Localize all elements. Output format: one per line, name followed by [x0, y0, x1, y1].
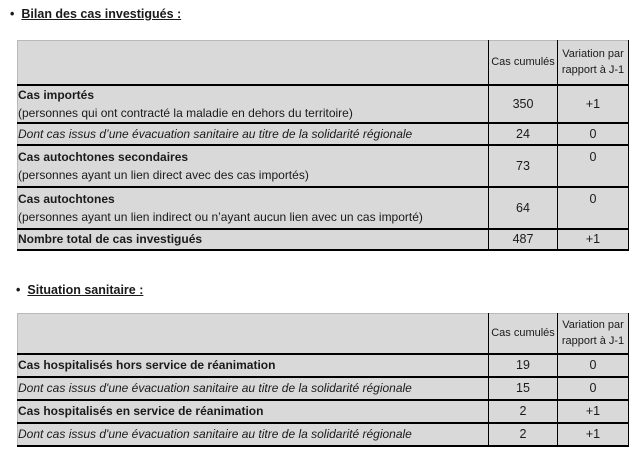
table-row: Cas importés (personnes qui ont contracté… [17, 83, 629, 124]
row-label-text: Dont cas issus d'une évacuation sanitair… [18, 381, 412, 395]
row-label-cell: Cas autochtones (personnes ayant un lien … [17, 185, 489, 230]
cumulative-cases-value: 19 [488, 352, 558, 378]
row-label-text: Cas hospitalisés en service de réanimati… [18, 404, 264, 418]
row-label-subtext: (personnes ayant un lien direct avec des… [18, 167, 309, 182]
empty-header-cell [17, 40, 489, 86]
col-header-cas-cumules: Cas cumulés [488, 40, 558, 86]
row-label-subtext: (personnes qui ont contracté la maladie … [18, 105, 353, 120]
empty-header-cell [17, 313, 489, 355]
row-label-subtext: (personnes ayant un lien indirect ou n’a… [18, 209, 423, 224]
table-row: Dont cas issus d'une évacuation sanitair… [17, 375, 629, 401]
section-heading-situation: • Situation sanitaire : [16, 283, 143, 297]
row-label-text: Cas importés [18, 87, 95, 102]
bilan-cas-investigues-table: Cas cumulés Variation par rapport à J-1 … [17, 40, 629, 251]
col-header-variation: Variation par rapport à J-1 [557, 40, 629, 86]
variation-value: 0 [557, 185, 629, 230]
variation-value: +1 [557, 421, 629, 447]
row-label-text: Cas hospitalisés hors service de réanima… [18, 358, 276, 372]
cumulative-cases-value: 64 [488, 185, 558, 230]
row-label-cell: Dont cas issus d’une évacuation sanitair… [17, 121, 489, 146]
row-label-cell: Nombre total de cas investigués [17, 227, 489, 251]
row-label-text: Cas autochtones [18, 191, 115, 206]
variation-value: 0 [557, 121, 629, 146]
variation-value: 0 [557, 143, 629, 188]
row-label-text: Nombre total de cas investigués [18, 232, 203, 246]
cumulative-cases-value: 2 [488, 398, 558, 424]
col-header-variation: Variation par rapport à J-1 [557, 313, 629, 355]
table-header-row: Cas cumulés Variation par rapport à J-1 [17, 313, 629, 355]
table-header-row: Cas cumulés Variation par rapport à J-1 [17, 40, 629, 86]
row-label-text: Cas autochtones secondaires [18, 149, 189, 164]
situation-sanitaire-table: Cas cumulés Variation par rapport à J-1 … [17, 313, 629, 447]
cumulative-cases-value: 24 [488, 121, 558, 146]
variation-value: +1 [557, 398, 629, 424]
variation-value: +1 [557, 83, 629, 124]
variation-value: 0 [557, 375, 629, 401]
cumulative-cases-value: 15 [488, 375, 558, 401]
row-label-text: Dont cas issus d'une évacuation sanitair… [18, 427, 412, 441]
row-label-cell: Cas hospitalisés en service de réanimati… [17, 398, 489, 424]
cumulative-cases-value: 487 [488, 227, 558, 251]
row-label-cell: Cas importés (personnes qui ont contracté… [17, 83, 489, 124]
table-row: Dont cas issus d'une évacuation sanitair… [17, 421, 629, 447]
row-label-cell: Dont cas issus d'une évacuation sanitair… [17, 421, 489, 447]
section-heading-bilan: • Bilan des cas investigués : [10, 7, 181, 21]
cumulative-cases-value: 73 [488, 143, 558, 188]
table-row: Cas hospitalisés hors service de réanima… [17, 352, 629, 378]
bullet-icon: • [10, 7, 15, 21]
row-label-cell: Cas autochtones secondaires (personnes ay… [17, 143, 489, 188]
row-label-cell: Dont cas issus d'une évacuation sanitair… [17, 375, 489, 401]
row-label-text: Dont cas issus d’une évacuation sanitair… [18, 126, 413, 141]
table-row: Cas autochtones (personnes ayant un lien … [17, 185, 629, 230]
table-row: Cas hospitalisés en service de réanimati… [17, 398, 629, 424]
row-label-cell: Cas hospitalisés hors service de réanima… [17, 352, 489, 378]
section-heading-situation-text: Situation sanitaire : [27, 283, 144, 297]
table-row: Cas autochtones secondaires (personnes ay… [17, 143, 629, 188]
table-row: Dont cas issus d’une évacuation sanitair… [17, 121, 629, 146]
variation-value: 0 [557, 352, 629, 378]
variation-value: +1 [557, 227, 629, 251]
col-header-cas-cumules: Cas cumulés [488, 313, 558, 355]
bullet-icon: • [16, 283, 21, 297]
table-row: Nombre total de cas investigués 487 +1 [17, 227, 629, 251]
cumulative-cases-value: 2 [488, 421, 558, 447]
section-heading-bilan-text: Bilan des cas investigués : [21, 7, 182, 21]
cumulative-cases-value: 350 [488, 83, 558, 124]
